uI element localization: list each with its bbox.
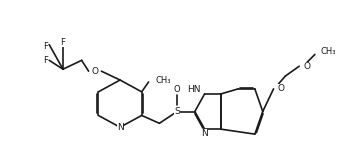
Text: CH₃: CH₃ xyxy=(155,75,171,85)
Text: O: O xyxy=(92,67,99,76)
Text: F: F xyxy=(61,38,66,47)
Text: S: S xyxy=(174,107,180,116)
Text: N: N xyxy=(201,129,208,138)
Text: HN: HN xyxy=(187,85,201,94)
Text: CH₃: CH₃ xyxy=(321,47,336,56)
Text: O: O xyxy=(277,84,285,93)
Text: F: F xyxy=(43,42,48,51)
Text: O: O xyxy=(174,85,180,94)
Text: O: O xyxy=(303,62,310,71)
Text: F: F xyxy=(43,56,48,65)
Text: N: N xyxy=(117,123,123,132)
